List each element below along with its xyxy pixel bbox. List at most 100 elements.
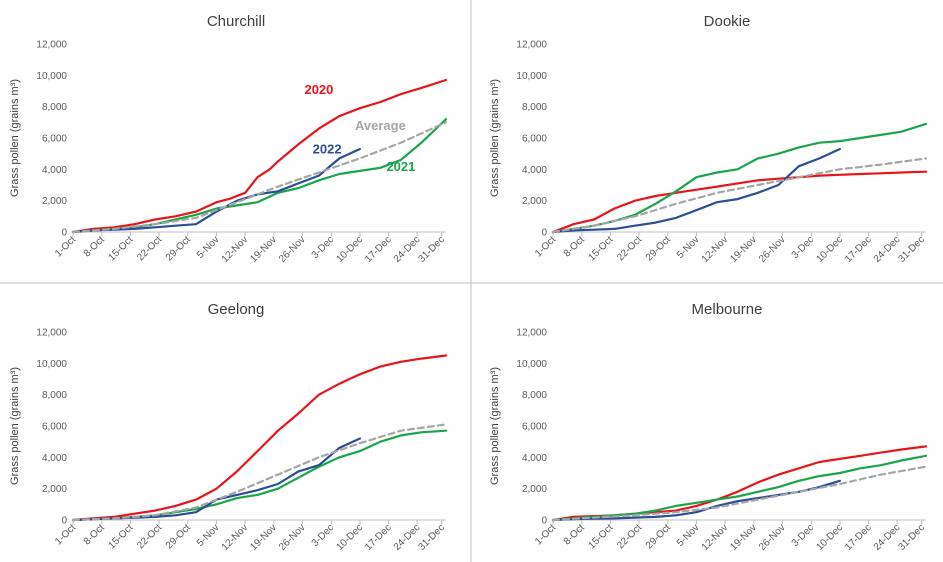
series-annotation-2020: 2020 xyxy=(304,82,333,97)
y-axis-label: Grass pollen (grains m³) xyxy=(9,79,21,197)
series-line-2022 xyxy=(551,479,842,522)
x-tick-label: 5-Nov xyxy=(195,234,222,261)
series-line-average xyxy=(71,423,448,522)
y-tick-label: 8,000 xyxy=(522,390,547,401)
series-line-2022 xyxy=(71,437,361,522)
y-tick-label: 12,000 xyxy=(36,40,67,51)
x-tick-label: 3-Dec xyxy=(790,522,817,549)
y-tick-label: 4,000 xyxy=(42,453,67,464)
y-tick-label: 2,000 xyxy=(522,196,547,207)
y-tick-label: 10,000 xyxy=(516,359,547,370)
y-tick-label: 0 xyxy=(61,228,67,239)
x-tick-label: 22-Oct xyxy=(135,234,164,263)
chart-panel-dookie: Dookie Grass pollen (grains m³) 0 2,000 4,00… xyxy=(489,13,928,265)
x-tick-label: 19-Nov xyxy=(248,522,279,553)
chart-panel-geelong: Geelong Grass pollen (grains m³) 0 2,000 4,0… xyxy=(9,301,448,553)
x-tick-label: 15-Oct xyxy=(587,234,616,263)
x-tick-label: 1-Oct xyxy=(533,234,558,259)
x-tick-label: 24-Dec xyxy=(392,522,423,553)
x-tick-label: 5-Nov xyxy=(195,522,222,549)
y-tick-label: 12,000 xyxy=(36,328,67,339)
x-tick-label: 19-Nov xyxy=(728,234,759,265)
x-tick-label: 22-Oct xyxy=(615,522,644,551)
x-tick-label: 22-Oct xyxy=(135,522,164,551)
y-tick-label: 4,000 xyxy=(522,453,547,464)
y-tick-label: 12,000 xyxy=(516,328,547,339)
x-tick-label: 31-Dec xyxy=(416,522,447,553)
series-line-2022 xyxy=(71,147,361,234)
y-tick-label: 8,000 xyxy=(42,102,67,113)
x-tick-label: 22-Oct xyxy=(615,234,644,263)
x-tick-label: 17-Dec xyxy=(363,234,394,265)
series-line-2021 xyxy=(71,429,448,522)
y-tick-label: 10,000 xyxy=(36,71,67,82)
y-tick-label: 8,000 xyxy=(522,102,547,113)
x-tick-label: 31-Dec xyxy=(896,522,927,553)
x-tick-label: 10-Dec xyxy=(334,522,365,553)
x-tick-label: 26-Nov xyxy=(277,234,308,265)
x-tick-label: 8-Oct xyxy=(562,234,587,259)
y-tick-label: 10,000 xyxy=(516,71,547,82)
x-tick-label: 31-Dec xyxy=(416,234,447,265)
x-tick-label: 5-Nov xyxy=(675,234,702,261)
x-tick-label: 12-Nov xyxy=(700,234,731,265)
y-tick-label: 6,000 xyxy=(42,422,67,433)
x-tick-label: 1-Oct xyxy=(53,234,78,259)
y-tick-label: 2,000 xyxy=(522,484,547,495)
y-tick-label: 0 xyxy=(541,228,547,239)
x-tick-label: 3-Dec xyxy=(310,234,337,261)
y-tick-label: 10,000 xyxy=(36,359,67,370)
x-tick-label: 1-Oct xyxy=(533,522,558,547)
x-tick-label: 3-Dec xyxy=(790,234,817,261)
y-axis-label: Grass pollen (grains m³) xyxy=(489,367,501,485)
y-tick-label: 8,000 xyxy=(42,390,67,401)
series-line-2020 xyxy=(551,445,928,522)
x-tick-label: 29-Oct xyxy=(164,522,193,551)
y-tick-label: 2,000 xyxy=(42,484,67,495)
x-tick-label: 5-Nov xyxy=(675,522,702,549)
x-tick-label: 15-Oct xyxy=(107,234,136,263)
y-tick-label: 2,000 xyxy=(42,196,67,207)
y-tick-label: 6,000 xyxy=(522,134,547,145)
x-tick-label: 12-Nov xyxy=(220,234,251,265)
x-tick-label: 12-Nov xyxy=(220,522,251,553)
series-line-2020 xyxy=(71,78,448,234)
x-tick-label: 24-Dec xyxy=(872,522,903,553)
x-tick-label: 24-Dec xyxy=(392,234,423,265)
x-tick-label: 29-Oct xyxy=(644,234,673,263)
x-tick-label: 3-Dec xyxy=(310,522,337,549)
series-line-2021 xyxy=(551,122,928,234)
series-annotation-2022: 2022 xyxy=(313,142,342,157)
x-tick-label: 8-Oct xyxy=(562,522,587,547)
y-tick-label: 6,000 xyxy=(522,422,547,433)
y-tick-label: 4,000 xyxy=(522,165,547,176)
x-tick-label: 26-Nov xyxy=(757,234,788,265)
series-line-average xyxy=(551,465,928,522)
panel-title: Melbourne xyxy=(692,301,763,318)
x-tick-label: 24-Dec xyxy=(872,234,903,265)
series-annotation-average: Average xyxy=(355,118,406,133)
x-tick-label: 29-Oct xyxy=(644,522,673,551)
y-axis-label: Grass pollen (grains m³) xyxy=(489,79,501,197)
series-line-average xyxy=(71,121,448,234)
x-tick-label: 1-Oct xyxy=(53,522,78,547)
x-tick-label: 29-Oct xyxy=(164,234,193,263)
y-tick-label: 12,000 xyxy=(516,40,547,51)
panel-title: Dookie xyxy=(704,13,751,30)
panel-title: Churchill xyxy=(207,13,265,30)
x-tick-label: 19-Nov xyxy=(728,522,759,553)
y-tick-label: 4,000 xyxy=(42,165,67,176)
series-line-2020 xyxy=(551,170,928,234)
x-tick-label: 8-Oct xyxy=(82,522,107,547)
series-annotation-2021: 2021 xyxy=(386,159,415,174)
x-tick-label: 12-Nov xyxy=(700,522,731,553)
x-tick-label: 10-Dec xyxy=(814,522,845,553)
x-tick-label: 10-Dec xyxy=(814,234,845,265)
x-tick-label: 17-Dec xyxy=(843,522,874,553)
y-tick-label: 6,000 xyxy=(42,134,67,145)
series-line-average xyxy=(551,157,928,234)
x-tick-label: 8-Oct xyxy=(82,234,107,259)
series-line-2021 xyxy=(551,454,928,522)
series-line-2022 xyxy=(551,147,842,234)
